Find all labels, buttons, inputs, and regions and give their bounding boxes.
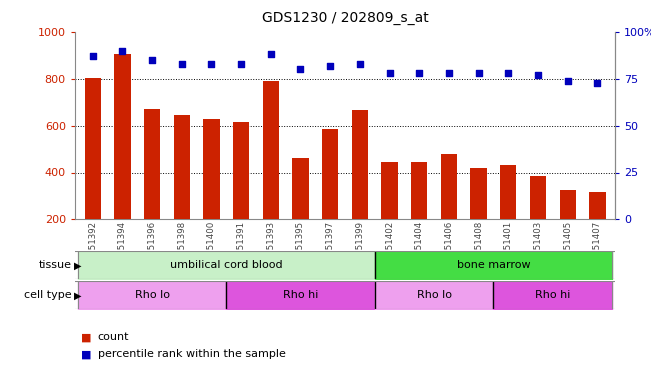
Bar — [262, 81, 279, 219]
Point — [206, 61, 217, 67]
Bar — [114, 54, 131, 219]
Point — [117, 48, 128, 54]
Bar — [292, 158, 309, 219]
Point — [444, 70, 454, 76]
Bar — [322, 129, 339, 219]
Bar — [233, 122, 249, 219]
Bar — [530, 176, 546, 219]
Point — [414, 70, 424, 76]
Point — [384, 70, 395, 76]
Point — [296, 66, 306, 72]
Text: percentile rank within the sample: percentile rank within the sample — [98, 350, 286, 359]
Point — [355, 61, 365, 67]
Text: Rho hi: Rho hi — [535, 290, 570, 300]
Text: Rho lo: Rho lo — [135, 290, 169, 300]
Bar — [85, 78, 101, 219]
Text: tissue: tissue — [38, 260, 72, 270]
Point — [503, 70, 514, 76]
Text: ▶: ▶ — [74, 260, 82, 270]
Bar — [381, 162, 398, 219]
Bar — [471, 168, 487, 219]
Text: Rho lo: Rho lo — [417, 290, 452, 300]
Text: bone marrow: bone marrow — [456, 260, 531, 270]
Bar — [589, 192, 605, 219]
Text: umbilical cord blood: umbilical cord blood — [170, 260, 283, 270]
Bar — [411, 162, 428, 219]
Point — [533, 72, 543, 78]
Bar — [559, 190, 576, 219]
Bar — [144, 109, 160, 219]
Text: cell type: cell type — [24, 290, 72, 300]
Point — [147, 57, 158, 63]
Text: ■: ■ — [81, 333, 92, 342]
Text: count: count — [98, 333, 129, 342]
Point — [562, 78, 573, 84]
Point — [473, 70, 484, 76]
Text: ■: ■ — [81, 350, 92, 359]
Text: ▶: ▶ — [74, 290, 82, 300]
Point — [236, 61, 246, 67]
Text: GDS1230 / 202809_s_at: GDS1230 / 202809_s_at — [262, 11, 428, 25]
Text: Rho hi: Rho hi — [283, 290, 318, 300]
Point — [266, 51, 276, 57]
Bar — [352, 110, 368, 219]
Bar — [500, 165, 516, 219]
Point — [325, 63, 335, 69]
Point — [592, 80, 603, 86]
Point — [87, 53, 98, 59]
Point — [176, 61, 187, 67]
Bar — [203, 118, 219, 219]
Bar — [441, 154, 457, 219]
Bar — [174, 115, 190, 219]
